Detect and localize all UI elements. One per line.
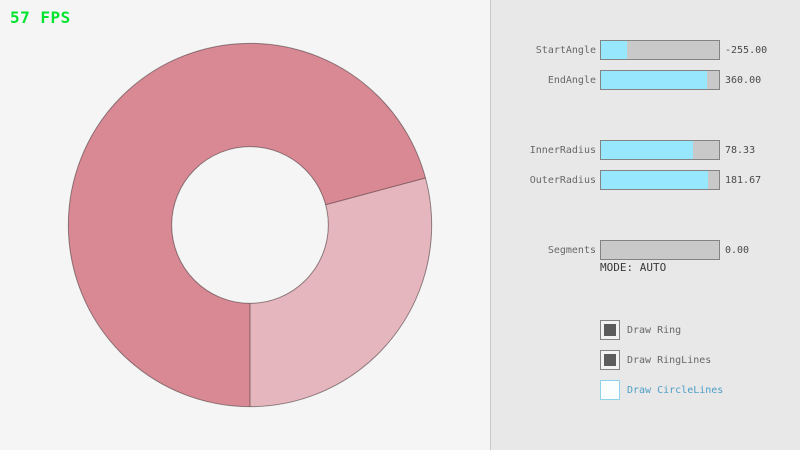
slider-fill: [601, 141, 694, 159]
slider-fill: [601, 71, 708, 89]
fps-counter: 57 FPS: [10, 8, 71, 27]
slider-label-endangle: EndAngle: [547, 75, 596, 86]
slider-label-startangle: StartAngle: [535, 45, 596, 56]
slider-segments[interactable]: [600, 240, 720, 260]
ring-radial-lines: [249, 177, 426, 407]
slider-row-innerradius: InnerRadius 78.33: [491, 140, 800, 160]
slider-fill: [601, 171, 709, 189]
checkbox-label-draw-ringlines: Draw RingLines: [627, 355, 712, 366]
slider-label-innerradius: InnerRadius: [529, 145, 596, 156]
slider-innerradius[interactable]: [600, 140, 720, 160]
slider-fill: [601, 41, 627, 59]
checkbox-box[interactable]: [600, 380, 620, 400]
checkbox-box[interactable]: [600, 320, 620, 340]
checkbox-label-draw-circlelines: Draw CircleLines: [627, 385, 724, 396]
slider-label-outerradius: OuterRadius: [529, 175, 596, 186]
checkmark-fill: [604, 324, 616, 336]
checkbox-draw-ringlines[interactable]: Draw RingLines: [491, 350, 800, 370]
slider-value-startangle: -255.00: [725, 45, 768, 56]
ring-canvas: [67, 42, 433, 408]
checkbox-label-draw-ring: Draw Ring: [627, 325, 682, 336]
slider-outerradius[interactable]: [600, 170, 720, 190]
slider-endangle[interactable]: [600, 70, 720, 90]
checkmark-fill: [604, 354, 616, 366]
slider-value-segments: 0.00: [725, 245, 750, 256]
control-panel: StartAngle -255.00 EndAngle 360.00 Inner…: [490, 0, 800, 450]
slider-value-outerradius: 181.67: [725, 175, 762, 186]
checkbox-box[interactable]: [600, 350, 620, 370]
slider-value-innerradius: 78.33: [725, 145, 756, 156]
slider-row-segments: Segments 0.00: [491, 240, 800, 260]
checkbox-draw-circlelines[interactable]: Draw CircleLines: [491, 380, 800, 400]
slider-value-endangle: 360.00: [725, 75, 762, 86]
ring-annulus-single: [250, 177, 432, 407]
slider-row-endangle: EndAngle 360.00: [491, 70, 800, 90]
slider-startangle[interactable]: [600, 40, 720, 60]
checkbox-draw-ring[interactable]: Draw Ring: [491, 320, 800, 340]
ring-inner-outline: [171, 146, 329, 304]
mode-label: MODE: AUTO: [600, 261, 667, 274]
slider-row-startangle: StartAngle -255.00: [491, 40, 800, 60]
ring-outer-outline: [67, 42, 433, 408]
slider-label-segments: Segments: [547, 245, 596, 256]
slider-row-outerradius: OuterRadius 181.67: [491, 170, 800, 190]
